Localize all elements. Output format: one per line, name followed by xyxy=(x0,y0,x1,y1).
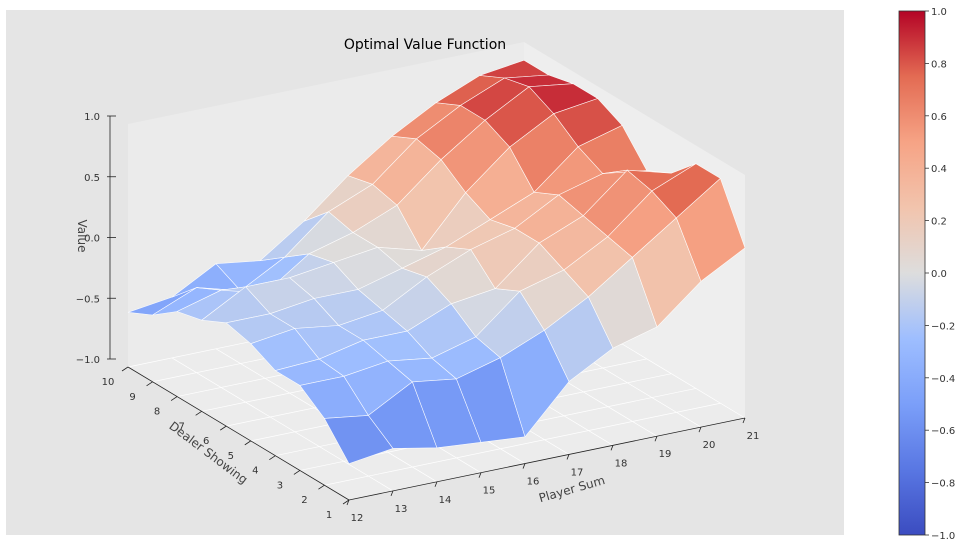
colorbar-tick-label: −1.0 xyxy=(931,531,955,542)
x-tick-mark xyxy=(434,481,438,487)
colorbar-tick-label: 0.0 xyxy=(931,269,947,280)
x-tick-mark xyxy=(742,417,746,424)
surface-patch xyxy=(676,177,746,282)
z-tick-label: 1.0 xyxy=(84,112,100,123)
y-tick-label: 3 xyxy=(277,480,283,491)
y-tick-label: 2 xyxy=(301,495,307,506)
x-tick-mark xyxy=(698,426,702,433)
y-tick-label: 7 xyxy=(178,421,184,432)
tick-labels: 1213141516171819202112345678910−1.0−0.50… xyxy=(76,112,760,524)
colorbar: −1.0 −0.8 −0.6 −0.4 −0.2 0.0 0.2 0.4 0.6 0.8 1.0 xyxy=(898,7,955,542)
y-tick-label: 8 xyxy=(154,407,160,418)
x-tick-label: 14 xyxy=(439,495,452,506)
colorbar-tick-label: 0.4 xyxy=(931,164,947,175)
x-tick-mark xyxy=(566,454,570,460)
y-tick-mark xyxy=(269,455,276,460)
y-tick-label: 9 xyxy=(129,392,135,403)
y-tick-mark xyxy=(293,470,301,475)
z-tick-label: −1.0 xyxy=(76,355,100,366)
y-tick-mark xyxy=(318,484,325,490)
y-tick-mark xyxy=(170,396,178,401)
z-tick-label: −0.5 xyxy=(76,294,100,305)
x-tick-mark xyxy=(522,463,526,469)
x-tick-label: 12 xyxy=(351,513,364,524)
y-tick-mark xyxy=(220,425,227,431)
y-tick-mark xyxy=(121,366,129,372)
x-tick-mark xyxy=(654,436,658,442)
y-tick-mark xyxy=(195,411,202,416)
x-tick-label: 16 xyxy=(527,477,540,488)
x-tick-label: 20 xyxy=(703,440,716,451)
x-tick-label: 15 xyxy=(483,486,496,497)
z-tick-label: 0.5 xyxy=(84,173,100,184)
y-tick-mark xyxy=(244,440,251,446)
z-tick-label: 0.0 xyxy=(84,234,100,245)
colorbar-tick-label: −0.8 xyxy=(931,479,955,490)
x-tick-mark xyxy=(390,490,394,497)
colorbar-ticks: −1.0 −0.8 −0.6 −0.4 −0.2 0.0 0.2 0.4 0.6 0.8 1.0 xyxy=(925,7,955,542)
y-tick-label: 1 xyxy=(326,510,332,521)
z-axis-label: Value xyxy=(75,220,89,253)
x-tick-mark xyxy=(346,499,350,506)
y-tick-label: 5 xyxy=(228,451,234,462)
x-tick-label: 18 xyxy=(615,458,628,469)
x-tick-label: 19 xyxy=(659,449,672,460)
colorbar-gradient xyxy=(898,10,926,536)
colorbar-tick-label: 0.8 xyxy=(931,59,947,70)
colorbar-tick-label: 0.2 xyxy=(931,217,947,228)
surface-mesh xyxy=(127,59,746,464)
y-axis-line xyxy=(127,366,350,501)
x-axis-line xyxy=(348,417,746,501)
x-tick-label: 17 xyxy=(571,467,584,478)
y-tick-label: 4 xyxy=(252,466,258,477)
x-tick-mark xyxy=(478,472,482,478)
y-tick-label: 6 xyxy=(203,436,209,447)
floor-grid-line xyxy=(171,357,394,492)
x-tick-label: 21 xyxy=(747,431,760,442)
floor-grid-line xyxy=(324,402,721,486)
chart-title: Optimal Value Function xyxy=(344,37,506,53)
x-tick-label: 13 xyxy=(395,504,408,515)
colorbar-tick-label: 0.6 xyxy=(931,112,947,123)
colorbar-tick-label: −0.6 xyxy=(931,426,955,437)
x-tick-mark xyxy=(610,445,614,451)
colorbar-tick-label: −0.2 xyxy=(931,321,955,332)
colorbar-tick-label: 1.0 xyxy=(931,7,947,18)
y-tick-mark xyxy=(342,499,350,505)
y-tick-label: 10 xyxy=(102,377,115,388)
colorbar-tick-label: −0.4 xyxy=(931,374,955,385)
y-tick-mark xyxy=(146,381,153,387)
